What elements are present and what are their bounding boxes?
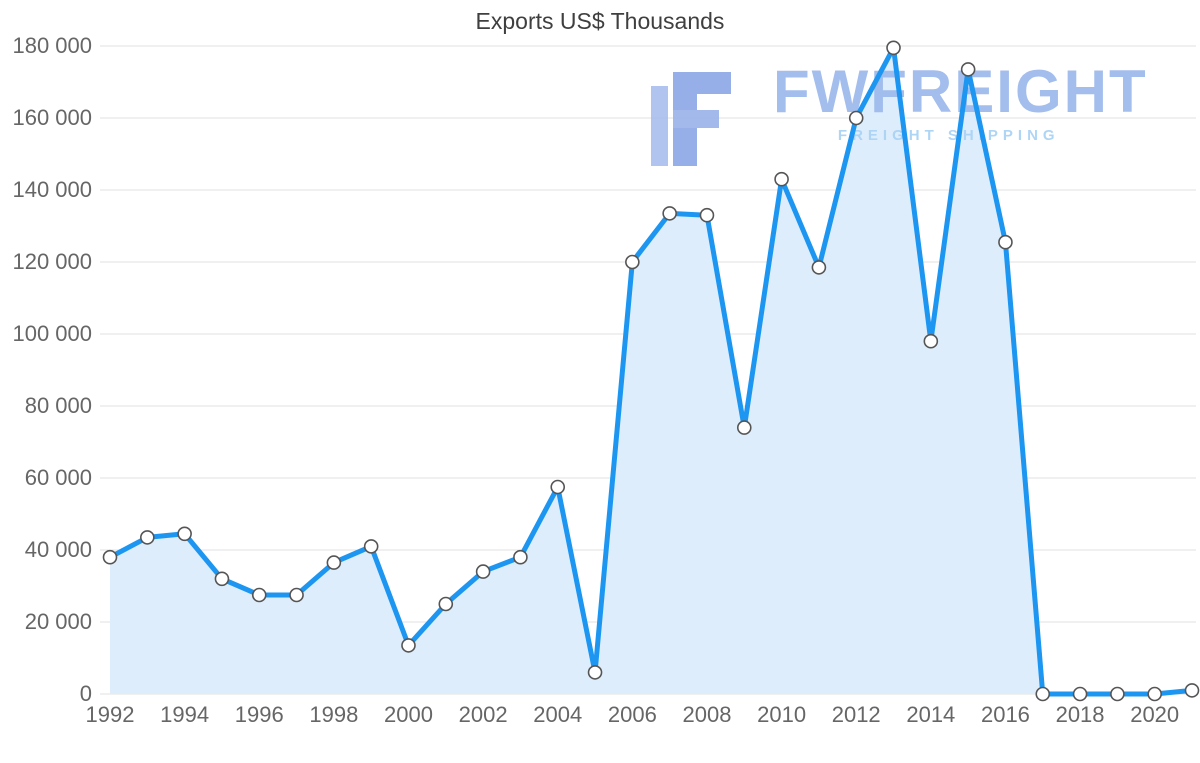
data-point[interactable]	[140, 530, 155, 545]
y-axis-label: 160 000	[12, 105, 92, 130]
fwfreight-logo-icon	[651, 72, 731, 166]
data-point[interactable]	[1110, 686, 1125, 702]
data-point[interactable]	[102, 549, 118, 565]
x-axis-label: 2012	[832, 702, 881, 727]
y-axis-label: 60 000	[25, 465, 92, 490]
x-axis-label: 2010	[757, 702, 806, 727]
y-axis-label: 140 000	[12, 177, 92, 202]
data-point[interactable]	[848, 110, 864, 126]
data-point[interactable]	[1035, 686, 1051, 702]
y-axis-label: 100 000	[12, 321, 92, 346]
data-point[interactable]	[998, 234, 1013, 250]
x-axis-label: 2008	[682, 702, 731, 727]
data-point[interactable]	[177, 526, 192, 542]
logo-bar-left	[651, 86, 668, 166]
data-point[interactable]	[587, 665, 603, 680]
data-point[interactable]	[1184, 683, 1200, 698]
data-point[interactable]	[811, 260, 827, 275]
data-point[interactable]	[363, 539, 379, 554]
data-point[interactable]	[550, 479, 566, 495]
x-axis-label: 2020	[1130, 702, 1179, 727]
watermark-text: FWFREIGHT FREIGHT SHIPPING	[773, 60, 1148, 144]
watermark: FWFREIGHT FREIGHT SHIPPING	[645, 60, 1148, 172]
data-point[interactable]	[960, 62, 976, 77]
data-point[interactable]	[1072, 686, 1088, 702]
data-point[interactable]	[625, 254, 640, 270]
data-point[interactable]	[699, 207, 715, 223]
x-axis-label: 2002	[459, 702, 508, 727]
data-point[interactable]	[214, 571, 230, 587]
x-axis-label: 2016	[981, 702, 1030, 727]
data-point[interactable]	[886, 40, 901, 56]
data-point[interactable]	[289, 587, 304, 603]
chart-title: Exports US$ Thousands	[475, 8, 725, 34]
x-axis-label: 1998	[309, 702, 358, 727]
data-point[interactable]	[1147, 686, 1162, 702]
y-axis-label: 180 000	[12, 33, 92, 58]
x-axis-label: 1992	[86, 702, 135, 727]
y-axis-label: 40 000	[25, 537, 92, 562]
y-axis-label: 80 000	[25, 393, 92, 418]
data-point[interactable]	[326, 555, 342, 570]
x-axis-label: 2014	[906, 702, 955, 727]
data-point[interactable]	[475, 564, 491, 579]
logo-bar-top	[673, 72, 731, 94]
x-axis-label: 1994	[160, 702, 209, 727]
y-axis-label: 20 000	[25, 609, 92, 634]
x-axis-label: 2004	[533, 702, 582, 727]
y-axis-label: 120 000	[12, 249, 92, 274]
series-line	[107, 45, 1195, 697]
data-point[interactable]	[401, 638, 416, 653]
y-axis-label: 0	[80, 681, 92, 706]
x-axis-label: 2018	[1056, 702, 1105, 727]
x-axis-label: 1996	[235, 702, 284, 727]
data-point[interactable]	[736, 420, 752, 435]
x-axis-label: 2006	[608, 702, 657, 727]
data-point[interactable]	[251, 587, 267, 603]
data-point[interactable]	[774, 171, 789, 187]
area-fill	[110, 47, 1192, 695]
data-point[interactable]	[513, 549, 528, 565]
watermark-brand: FWFREIGHT	[773, 58, 1148, 125]
data-point[interactable]	[438, 596, 454, 612]
watermark-tagline: FREIGHT SHIPPING	[837, 127, 1060, 144]
logo-bar-middle	[673, 110, 719, 128]
data-point[interactable]	[662, 206, 677, 221]
x-axis-label: 2000	[384, 702, 433, 727]
data-point[interactable]	[923, 333, 939, 349]
